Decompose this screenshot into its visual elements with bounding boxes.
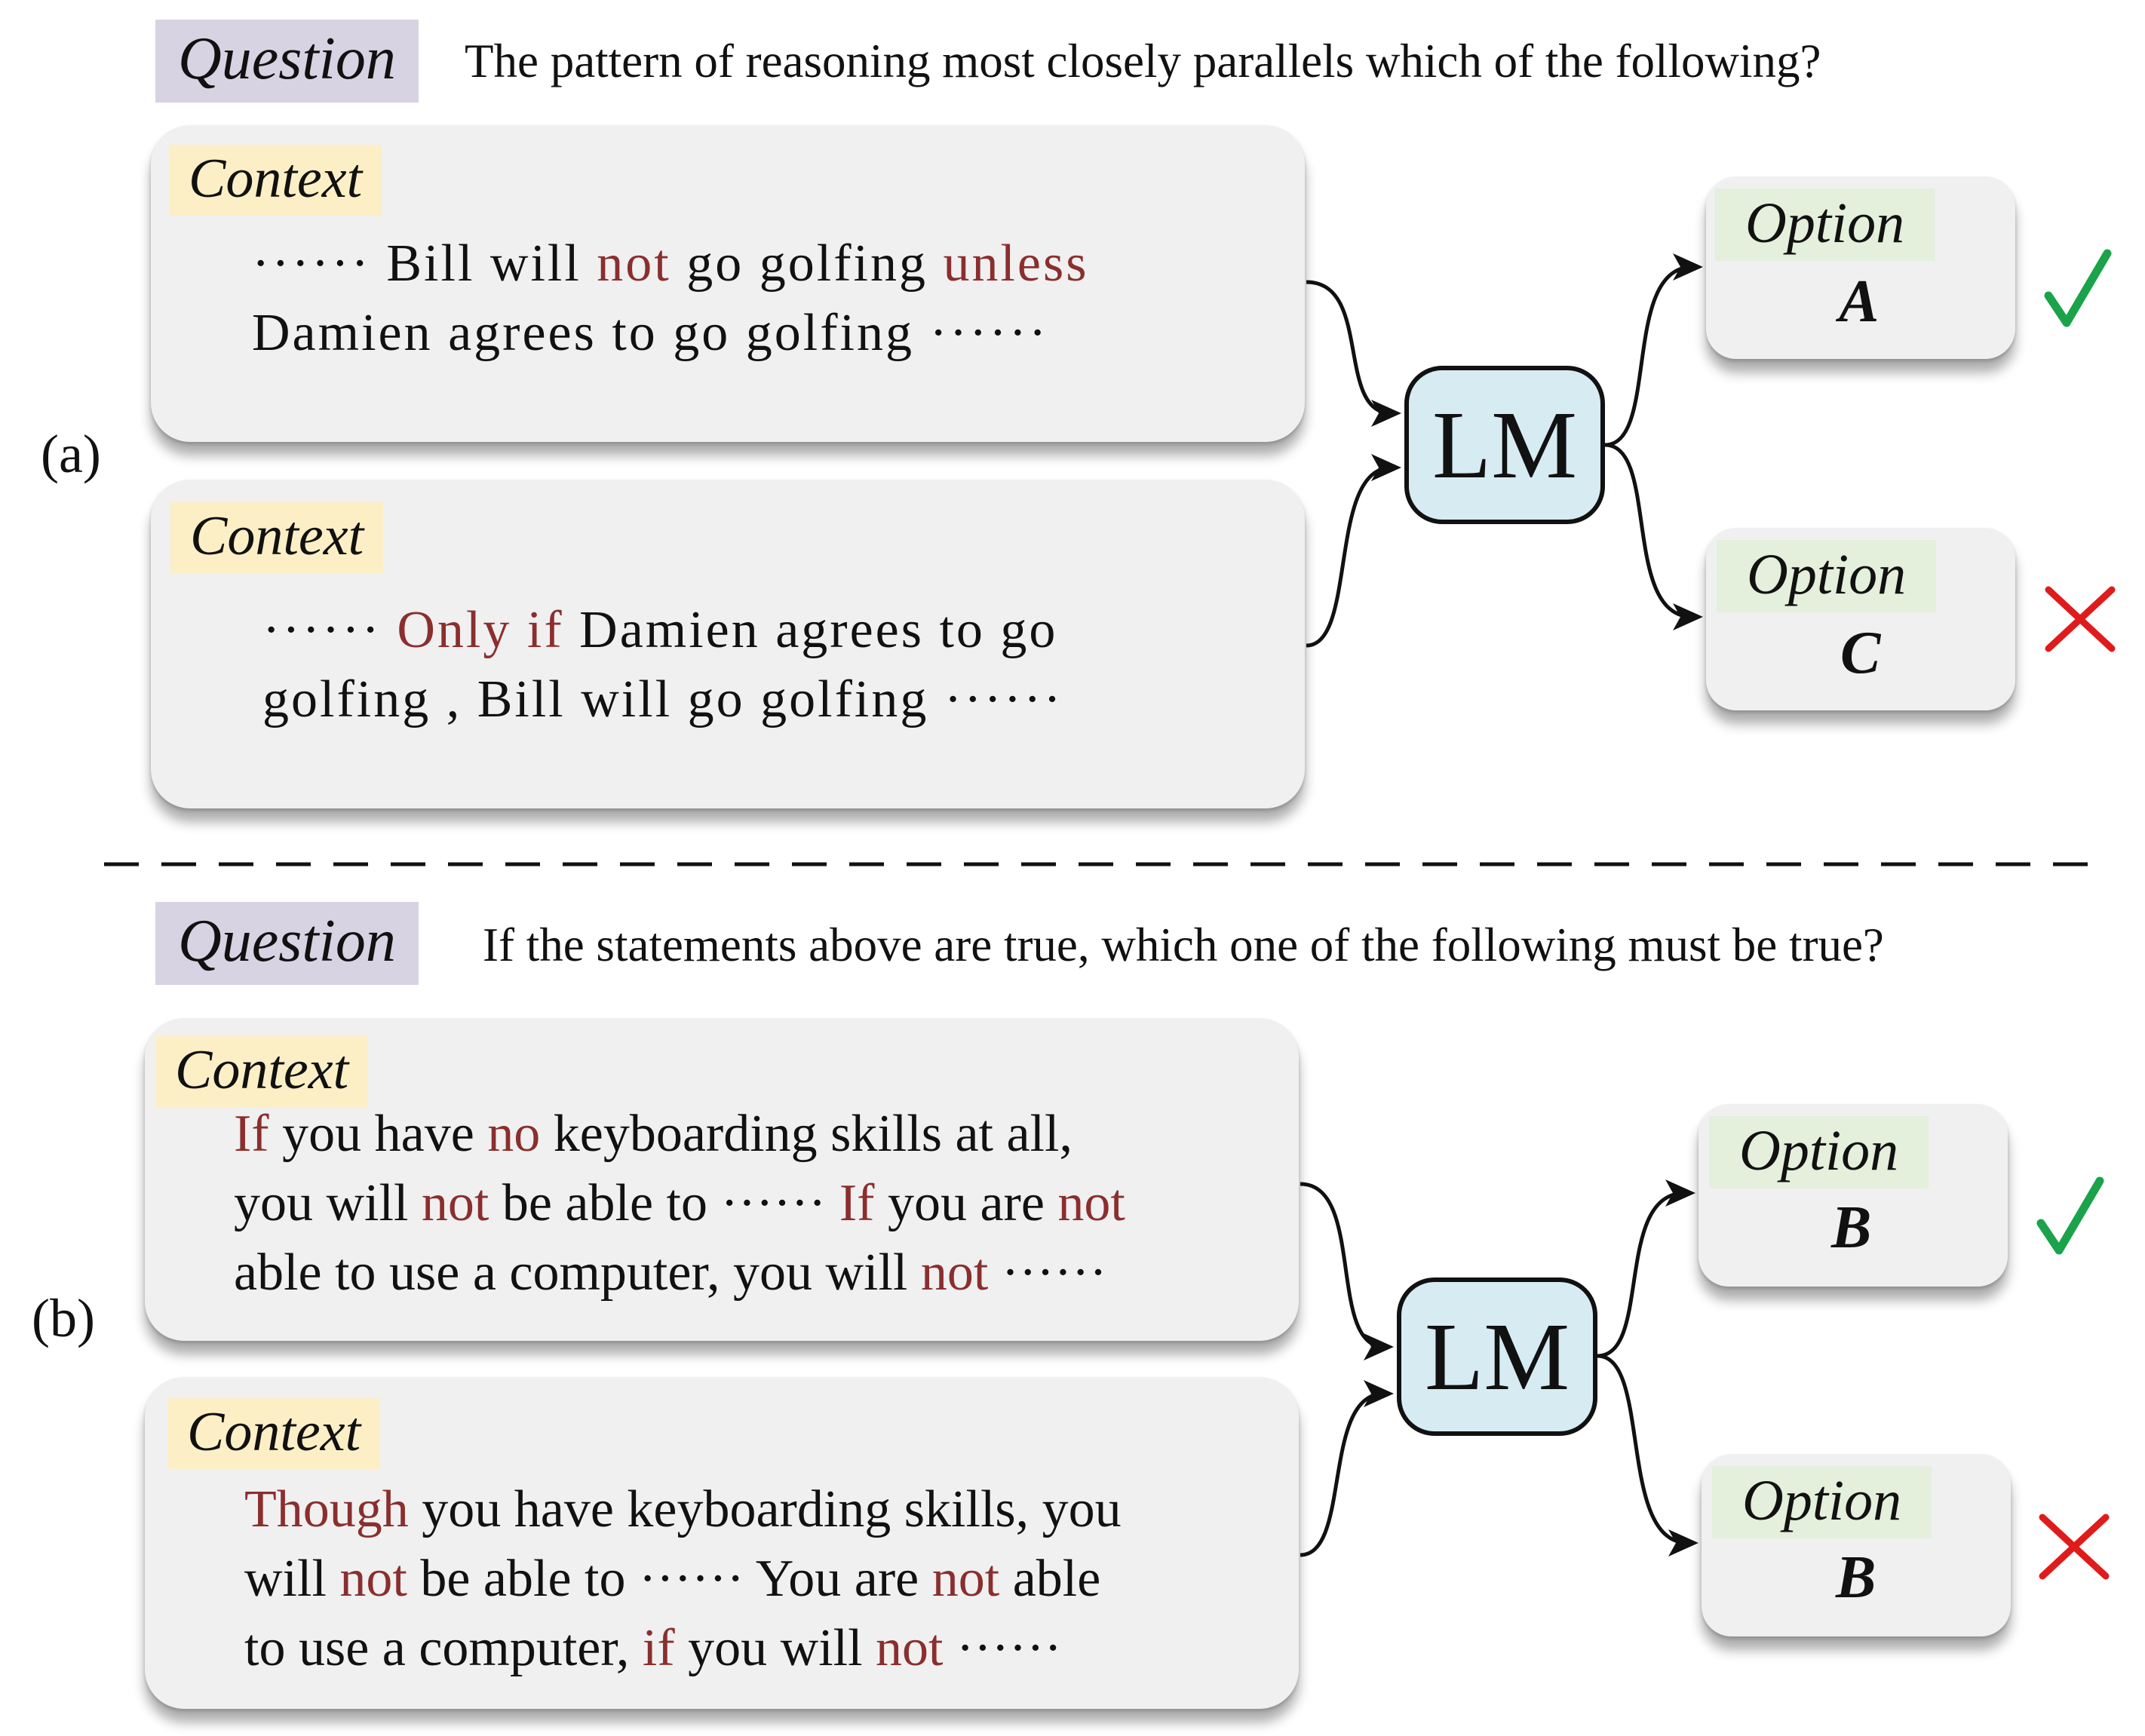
context-text: Though you have keyboarding skills, you w… bbox=[244, 1475, 1122, 1683]
context-box: Context ······ Bill will not go golfing … bbox=[151, 125, 1305, 442]
option-tag: Option bbox=[1715, 189, 1935, 261]
option-tag: Option bbox=[1717, 540, 1937, 612]
connector-arrow bbox=[1300, 1182, 1385, 1349]
connector-arrow bbox=[1300, 1391, 1385, 1557]
question-text: If the statements above are true, which … bbox=[483, 919, 1884, 971]
context-box: Context ······ Only if Damien agrees to … bbox=[151, 480, 1305, 808]
context-fragment: be able to ······ bbox=[489, 1174, 839, 1232]
keyword-highlight: Only if bbox=[397, 601, 564, 659]
context-fragment: you have keyboarding skills, you bbox=[408, 1480, 1122, 1538]
keyword-highlight: not bbox=[1057, 1174, 1125, 1232]
keyword-highlight: Though bbox=[244, 1480, 409, 1538]
connector-arrow bbox=[1597, 1354, 1689, 1545]
option-box: Option C bbox=[1706, 528, 2015, 710]
option-tag: Option bbox=[1712, 1466, 1932, 1538]
context-line: able to use a computer, you will not ···… bbox=[234, 1238, 1125, 1308]
option-letter: A bbox=[1839, 268, 1880, 335]
keyword-highlight: not bbox=[597, 235, 671, 293]
context-line: If you have no keyboarding skills at all… bbox=[234, 1100, 1125, 1169]
check-icon bbox=[2036, 1176, 2104, 1255]
arrowhead bbox=[1364, 1380, 1394, 1407]
connector-arrow bbox=[1306, 465, 1392, 648]
option-letter: B bbox=[1836, 1544, 1876, 1611]
context-fragment: ······ Bill will bbox=[252, 235, 597, 293]
context-fragment: ······ bbox=[988, 1244, 1107, 1302]
arrowhead bbox=[1371, 400, 1401, 427]
option-letter: B bbox=[1831, 1195, 1872, 1261]
context-fragment: you have bbox=[269, 1105, 488, 1163]
context-fragment: Damien agrees to go golfing ······ bbox=[252, 304, 1049, 362]
option-box: Option B bbox=[1699, 1104, 2008, 1287]
connector-arrow bbox=[1604, 265, 1693, 447]
context-tag: Context bbox=[155, 1036, 369, 1107]
cross-icon bbox=[2045, 586, 2116, 652]
option-box: Option A bbox=[1706, 176, 2015, 359]
context-fragment: ······ bbox=[262, 601, 397, 659]
keyword-highlight: not bbox=[421, 1174, 489, 1232]
context-fragment: will bbox=[244, 1550, 340, 1608]
panel-label: (a) bbox=[41, 424, 101, 484]
keyword-highlight: not bbox=[876, 1619, 944, 1677]
context-fragment: you will bbox=[674, 1619, 876, 1677]
keyword-highlight: if bbox=[642, 1619, 675, 1677]
cross-icon bbox=[2039, 1514, 2110, 1580]
keyword-highlight: not bbox=[339, 1550, 407, 1608]
option-letter: C bbox=[1840, 620, 1881, 686]
context-fragment: be able to ······ You are bbox=[407, 1550, 932, 1608]
panel-label: (b) bbox=[32, 1288, 95, 1348]
connector-arrow bbox=[1597, 1191, 1686, 1358]
arrowhead bbox=[1665, 1179, 1695, 1207]
context-tag: Context bbox=[169, 145, 382, 216]
context-line: ······ Only if Damien agrees to go bbox=[262, 596, 1063, 665]
context-line: Though you have keyboarding skills, you bbox=[244, 1475, 1122, 1544]
arrowhead bbox=[1673, 603, 1703, 630]
arrowhead bbox=[1364, 1333, 1394, 1360]
context-line: to use a computer, if you will not ·····… bbox=[244, 1614, 1122, 1683]
keyword-highlight: If bbox=[839, 1174, 875, 1232]
keyword-highlight: no bbox=[487, 1105, 541, 1163]
context-fragment: golfing , Bill will go golfing ······ bbox=[262, 670, 1063, 728]
context-text: ······ Only if Damien agrees to go golfin… bbox=[262, 596, 1063, 735]
context-fragment: Damien agrees to go bbox=[563, 601, 1058, 659]
arrowhead bbox=[1673, 253, 1703, 281]
arrowhead bbox=[1668, 1529, 1699, 1557]
option-tag: Option bbox=[1709, 1116, 1929, 1189]
keyword-highlight: not bbox=[931, 1550, 1000, 1608]
context-line: ······ Bill will not go golfing unless bbox=[252, 229, 1088, 299]
context-fragment: go golfing bbox=[671, 235, 944, 293]
question-tag: Question bbox=[155, 902, 419, 985]
context-fragment: able bbox=[999, 1550, 1101, 1608]
keyword-highlight: not bbox=[920, 1244, 989, 1302]
connector-arrow bbox=[1306, 280, 1392, 416]
context-text: ······ Bill will not go golfing unless Da… bbox=[252, 229, 1088, 368]
language-model-node: LM bbox=[1397, 1277, 1597, 1436]
context-fragment: to use a computer, bbox=[244, 1619, 643, 1677]
context-fragment: able to use a computer, you will bbox=[234, 1244, 921, 1302]
context-line: will not be able to ······ You are not a… bbox=[244, 1544, 1122, 1614]
context-tag: Context bbox=[167, 1398, 381, 1469]
keyword-highlight: unless bbox=[943, 235, 1089, 293]
question-text: The pattern of reasoning most closely pa… bbox=[465, 35, 1821, 87]
context-fragment: you will bbox=[234, 1174, 422, 1232]
context-text: If you have no keyboarding skills at all… bbox=[234, 1100, 1125, 1308]
context-line: you will not be able to ······ If you ar… bbox=[234, 1169, 1125, 1238]
option-box: Option B bbox=[1702, 1454, 2011, 1636]
question-tag: Question bbox=[155, 20, 419, 103]
context-line: Damien agrees to go golfing ······ bbox=[252, 299, 1088, 368]
context-box: Context Though you have keyboarding skil… bbox=[145, 1377, 1299, 1709]
context-tag: Context bbox=[170, 502, 384, 573]
language-model-node: LM bbox=[1404, 366, 1605, 524]
context-fragment: keyboarding skills at all, bbox=[540, 1105, 1072, 1163]
context-line: golfing , Bill will go golfing ······ bbox=[262, 665, 1063, 735]
connector-arrow bbox=[1604, 443, 1693, 619]
context-fragment: ······ bbox=[943, 1619, 1062, 1677]
context-box: Context If you have no keyboarding skill… bbox=[145, 1018, 1299, 1341]
check-icon bbox=[2044, 249, 2112, 327]
context-fragment: you are bbox=[874, 1174, 1058, 1232]
arrowhead bbox=[1371, 454, 1401, 481]
keyword-highlight: If bbox=[234, 1105, 269, 1163]
